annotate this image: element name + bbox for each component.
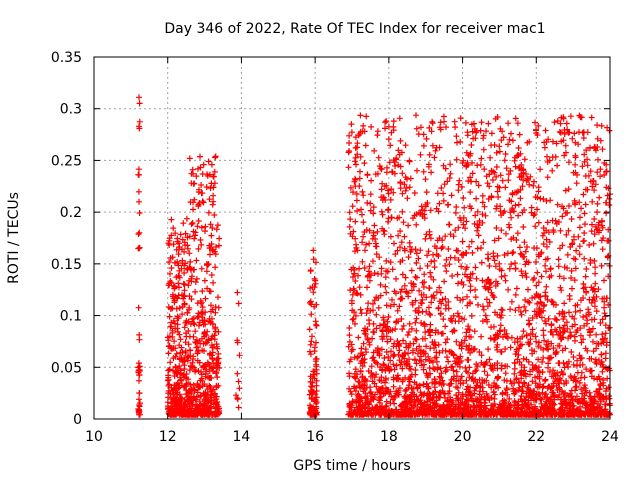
chart-title: Day 346 of 2022, Rate Of TEC Index for r…	[164, 21, 545, 37]
x-tick-label: 20	[454, 429, 472, 445]
axes: 10 12 14 16 18 20 22 24 0 0.05 0.1 0.15 0.2 0.25 0.3 0.…	[51, 50, 619, 445]
x-tick-label: 16	[306, 429, 324, 445]
plot-frame	[93, 56, 611, 420]
x-tick-label: 24	[601, 429, 619, 445]
data-points	[135, 94, 613, 418]
y-tick-label: 0.1	[60, 309, 82, 325]
x-tick-label: 12	[159, 429, 177, 445]
y-tick-label: 0.3	[60, 102, 82, 118]
x-tick-label: 18	[380, 429, 398, 445]
x-axis-label: GPS time / hours	[293, 458, 410, 474]
x-tick-label: 10	[85, 429, 103, 445]
y-tick-label: 0.25	[51, 153, 82, 169]
y-tick-label: 0.15	[51, 257, 82, 273]
x-tick-label: 14	[233, 429, 251, 445]
y-tick-label: 0.05	[51, 360, 82, 376]
y-tick-label: 0	[73, 412, 82, 428]
y-tick-label: 0.35	[51, 50, 82, 66]
data-point	[135, 94, 613, 418]
x-tick-label: 22	[527, 429, 545, 445]
y-tick-label: 0.2	[60, 205, 82, 221]
y-axis-label: ROTI / TECUs	[6, 192, 22, 284]
